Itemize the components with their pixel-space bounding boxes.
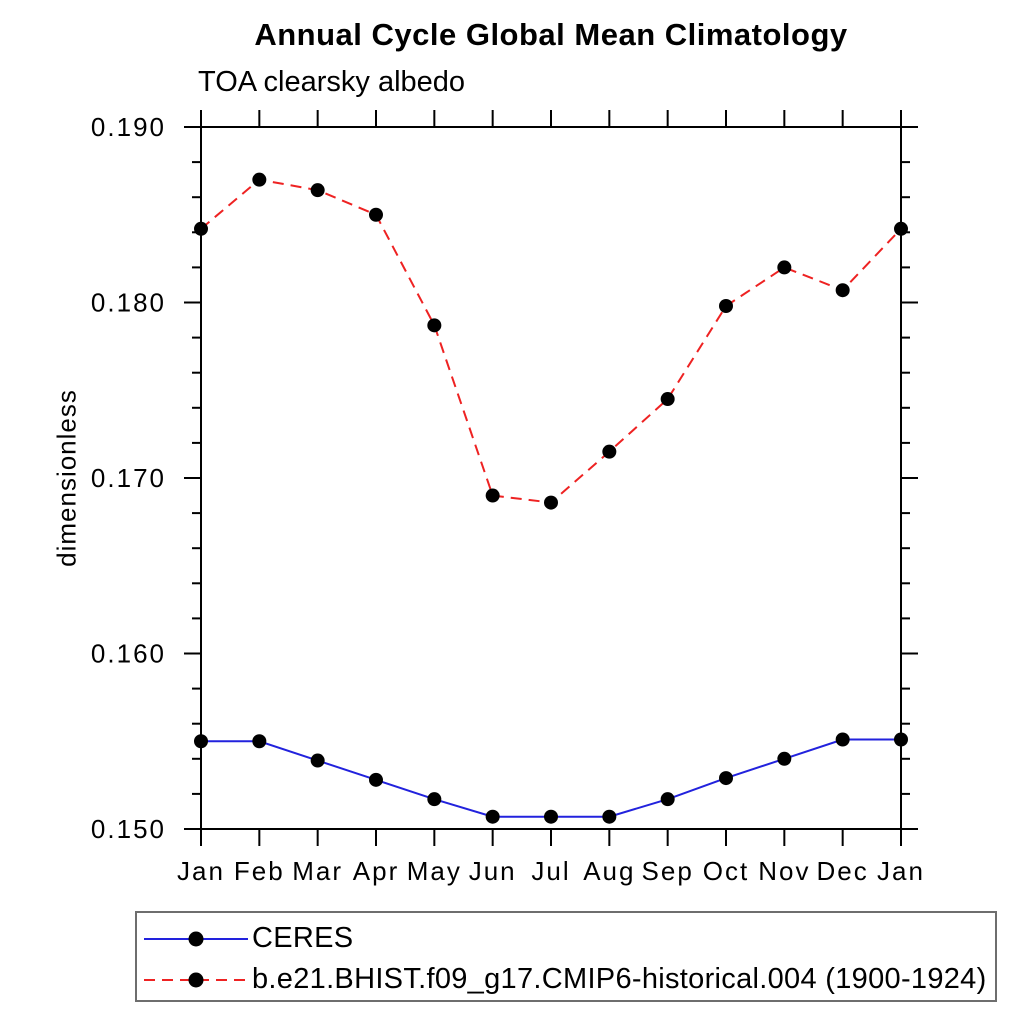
svg-text:0.160: 0.160 xyxy=(91,639,166,669)
svg-text:Dec: Dec xyxy=(817,856,869,886)
chart-subtitle: TOA clearsky albedo xyxy=(198,66,466,98)
svg-text:Apr: Apr xyxy=(353,856,399,886)
legend-item-model: b.e21.BHIST.f09_g17.CMIP6-historical.004… xyxy=(142,959,995,1000)
svg-text:Aug: Aug xyxy=(583,856,635,886)
svg-text:Jun: Jun xyxy=(469,856,517,886)
svg-text:Mar: Mar xyxy=(292,856,343,886)
legend-label-ceres: CERES xyxy=(252,922,354,954)
svg-text:0.150: 0.150 xyxy=(91,814,166,844)
svg-text:Nov: Nov xyxy=(758,856,810,886)
model-line-marker-sample xyxy=(144,972,248,987)
svg-text:0.190: 0.190 xyxy=(91,112,166,142)
svg-text:Jul: Jul xyxy=(531,856,570,886)
svg-text:Feb: Feb xyxy=(234,856,285,886)
svg-text:Jan: Jan xyxy=(877,856,925,886)
svg-text:Sep: Sep xyxy=(642,856,694,886)
legend-box: CERES b.e21.BHIST.f09_g17.CMIP6-historic… xyxy=(135,911,997,1002)
svg-text:0.180: 0.180 xyxy=(91,288,166,318)
svg-text:Jan: Jan xyxy=(177,856,225,886)
svg-text:Oct: Oct xyxy=(703,856,749,886)
chart-title: Annual Cycle Global Mean Climatology xyxy=(254,17,848,52)
ceres-line-marker-sample xyxy=(144,931,248,946)
legend-label-model: b.e21.BHIST.f09_g17.CMIP6-historical.004… xyxy=(252,963,987,995)
svg-text:0.170: 0.170 xyxy=(91,463,166,493)
svg-text:May: May xyxy=(407,856,462,886)
legend-item-ceres: CERES xyxy=(142,918,995,959)
